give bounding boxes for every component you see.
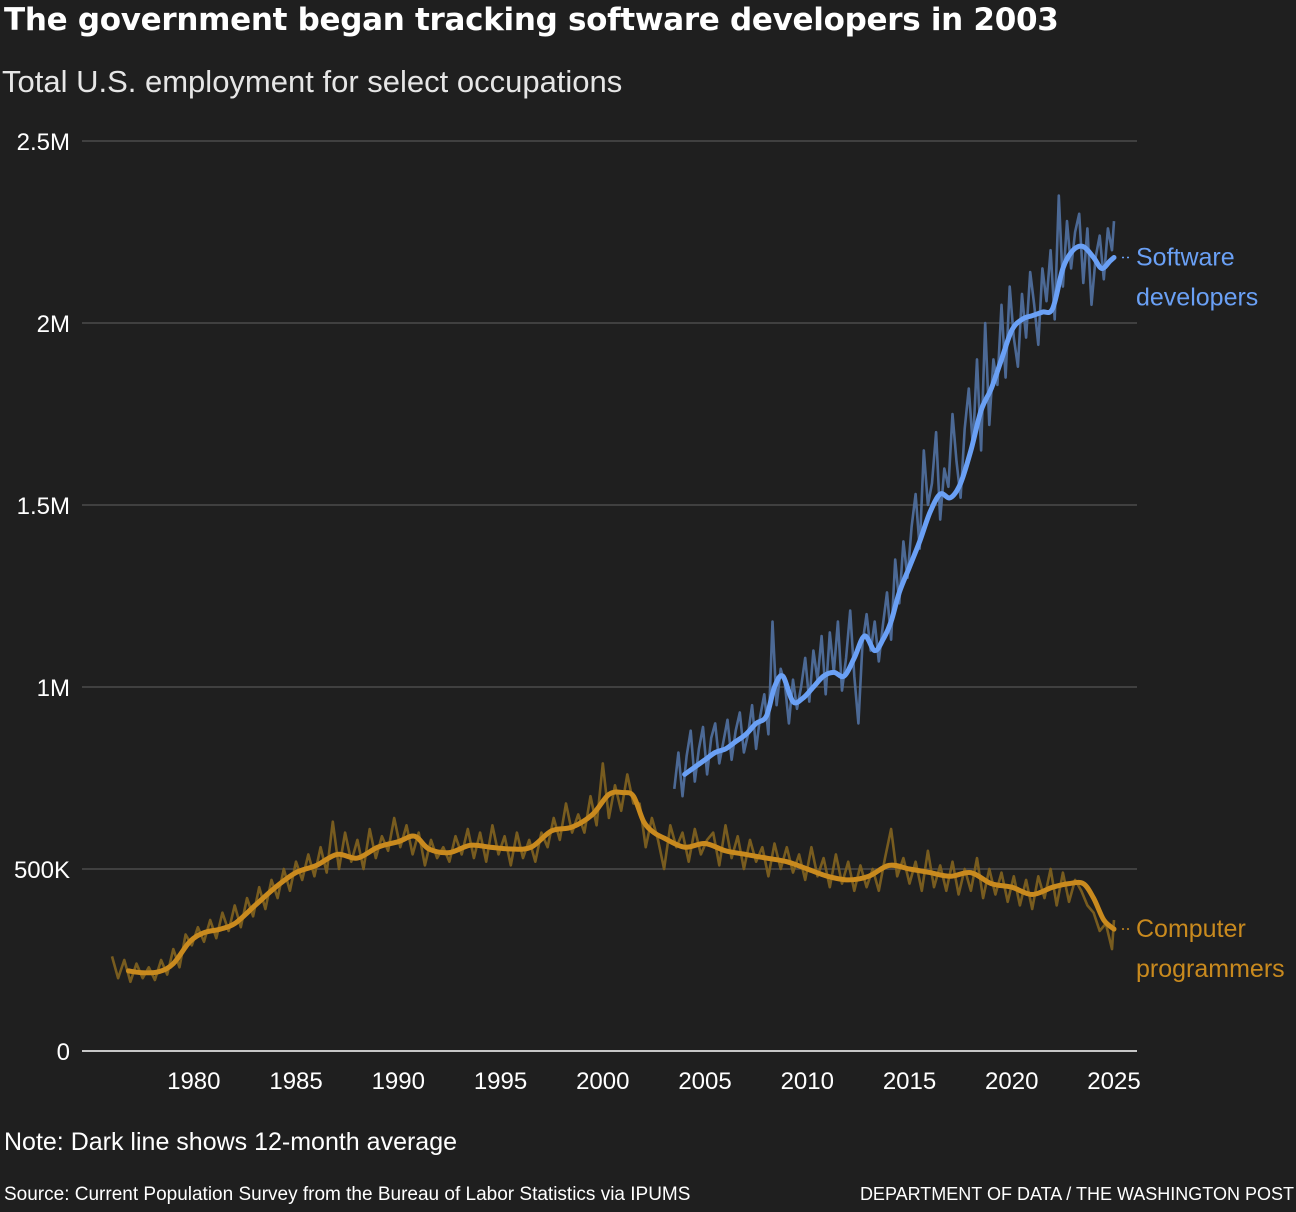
y-tick-label: 1M <box>37 675 70 702</box>
series-lines <box>110 194 1117 984</box>
software-developers-label: Software developers <box>1136 243 1258 311</box>
source-credit: Source: Current Population Survey from t… <box>4 1184 691 1205</box>
x-axis-ticks: 1980 1985 1990 1995 2000 2005 2010 2015 2020 2025 <box>167 1068 1141 1095</box>
x-tick-label: 2020 <box>985 1068 1038 1095</box>
x-tick-label: 1990 <box>372 1068 425 1095</box>
x-tick-label: 1985 <box>269 1068 322 1095</box>
x-tick-label: 2015 <box>883 1068 936 1095</box>
x-tick-label: 2005 <box>678 1068 731 1095</box>
y-axis-ticks: 0 500K 1M 1.5M 2M 2.5M <box>14 129 70 1066</box>
chart-note: Note: Dark line shows 12-month average <box>4 1128 458 1156</box>
x-tick-label: 1980 <box>167 1068 220 1095</box>
publisher-credit: DEPARTMENT OF DATA / THE WASHINGTON POST <box>859 1184 1294 1204</box>
y-tick-label: 0 <box>57 1039 70 1066</box>
software-developers-monthly-line <box>673 194 1116 798</box>
computer-programmers-monthly-line <box>110 762 1116 984</box>
x-tick-label: 2000 <box>576 1068 629 1095</box>
chart-title: The government began tracking software d… <box>4 2 1059 38</box>
chart-subtitle: Total U.S. employment for select occupat… <box>2 64 623 99</box>
computer-programmers-label: Computer programmers <box>1136 915 1285 983</box>
y-tick-label: 2M <box>37 311 70 338</box>
x-tick-label: 2025 <box>1087 1068 1140 1095</box>
y-tick-label: 1.5M <box>17 493 70 520</box>
gridlines <box>82 140 1137 1052</box>
x-tick-label: 1995 <box>474 1068 527 1095</box>
software-developers-average-line <box>682 243 1117 777</box>
y-tick-label: 2.5M <box>17 129 70 156</box>
y-tick-label: 500K <box>14 857 70 884</box>
computer-programmers-average-line <box>125 789 1117 976</box>
series-labels: Software developers Computer programmers <box>1122 243 1285 983</box>
x-tick-label: 2010 <box>781 1068 834 1095</box>
